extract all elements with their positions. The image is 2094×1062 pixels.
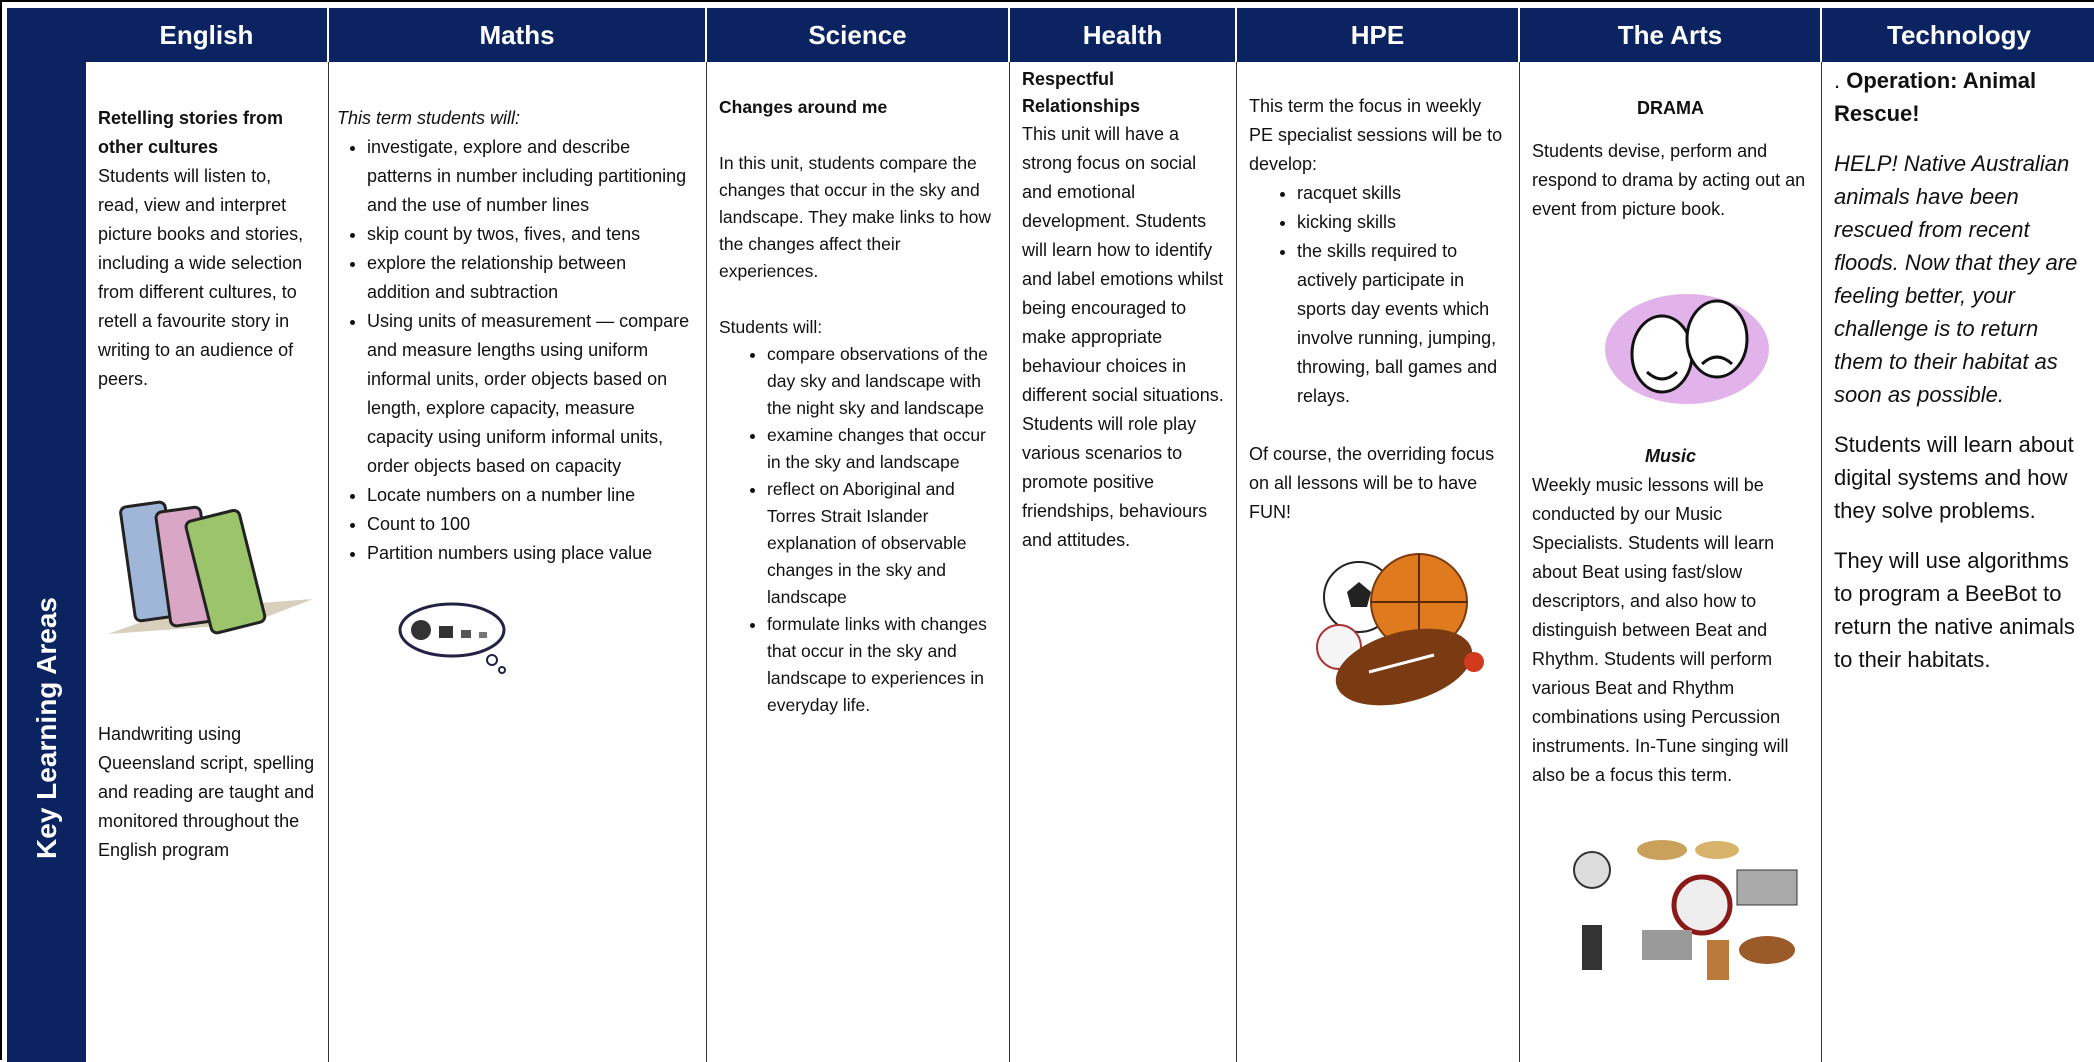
- list-item: racquet skills: [1297, 179, 1507, 208]
- intro: Students will:: [719, 317, 823, 337]
- title: Changes around me: [719, 97, 888, 117]
- list-item: kicking skills: [1297, 208, 1507, 237]
- intro: This term the focus in weekly PE special…: [1249, 96, 1503, 174]
- title: Operation: Animal Rescue!: [1834, 68, 2037, 126]
- drama-title: DRAMA: [1637, 98, 1704, 118]
- bullet-list: investigate, explore and describe patter…: [337, 133, 694, 568]
- column-heading: Technology: [1822, 8, 2094, 62]
- english-cell: Retelling stories from other cultures St…: [86, 62, 329, 1062]
- arts-cell: DRAMA Students devise, perform and respo…: [1520, 62, 1822, 1062]
- title: Respectful Relationships: [1022, 69, 1141, 116]
- paragraph: Weekly music lessons will be conducted b…: [1532, 475, 1789, 785]
- list-item: compare observations of the day sky and …: [767, 341, 997, 422]
- list-item: the skills required to actively particip…: [1297, 237, 1507, 411]
- maths-cell: This term students will: investigate, ex…: [329, 62, 707, 1062]
- books-image: [108, 500, 313, 635]
- bullet-list: compare observations of the day sky and …: [719, 341, 997, 719]
- challenge: HELP! Native Australian animals have bee…: [1834, 151, 2078, 407]
- paragraph: Students will listen to, read, view and …: [98, 166, 304, 389]
- intro: This term students will:: [337, 108, 521, 128]
- hpe-cell: This term the focus in weekly PE special…: [1237, 62, 1520, 1062]
- list-item: formulate links with changes that occur …: [767, 611, 997, 719]
- technology-cell: . Operation: Animal Rescue! HELP! Native…: [1822, 62, 2094, 1062]
- list-item: Locate numbers on a number line: [367, 481, 694, 510]
- column-heading: The Arts: [1520, 8, 1822, 62]
- column-heading: HPE: [1237, 8, 1520, 62]
- closing: Of course, the overriding focus on all l…: [1249, 444, 1495, 522]
- bullet-list: racquet skillskicking skillsthe skills r…: [1249, 179, 1507, 411]
- music-title: Music: [1644, 446, 1696, 466]
- list-item: Partition numbers using place value: [367, 539, 694, 568]
- paragraph: Handwriting using Queensland script, spe…: [98, 724, 315, 860]
- list-item: Using units of measurement — compare and…: [367, 307, 694, 481]
- drama-masks-image: [1605, 294, 1769, 404]
- paragraph: This unit will have a strong focus on so…: [1022, 124, 1224, 550]
- list-item: skip count by twos, fives, and tens: [367, 220, 694, 249]
- sidebar: Key Learning Areas: [7, 8, 86, 1062]
- health-cell: Respectful Relationships This unit will …: [1010, 62, 1237, 1062]
- title: Retelling stories from other cultures: [98, 108, 284, 157]
- column-heading: Maths: [329, 8, 707, 62]
- paragraph: They will use algorithms to program a Be…: [1834, 548, 2075, 672]
- list-item: examine changes that occur in the sky an…: [767, 422, 997, 476]
- list-item: investigate, explore and describe patter…: [367, 133, 694, 220]
- list-item: reflect on Aboriginal and Torres Strait …: [767, 476, 997, 611]
- paragraph: Students devise, perform and respond to …: [1532, 141, 1806, 219]
- sidebar-label: Key Learning Areas: [31, 597, 62, 859]
- paragraph: In this unit, students compare the chang…: [719, 153, 992, 281]
- sports-balls-image: [1316, 553, 1484, 706]
- instruments-image: [1573, 840, 1798, 980]
- title-prefix: .: [1834, 68, 1841, 93]
- science-cell: Changes around me In this unit, students…: [707, 62, 1010, 1062]
- paragraph: Students will learn about digital system…: [1834, 432, 2074, 523]
- numbers-bubble-image: [398, 602, 506, 674]
- list-item: Count to 100: [367, 510, 694, 539]
- list-item: explore the relationship between additio…: [367, 249, 694, 307]
- column-heading: English: [86, 8, 329, 62]
- column-heading: Science: [707, 8, 1010, 62]
- column-heading: Health: [1010, 8, 1237, 62]
